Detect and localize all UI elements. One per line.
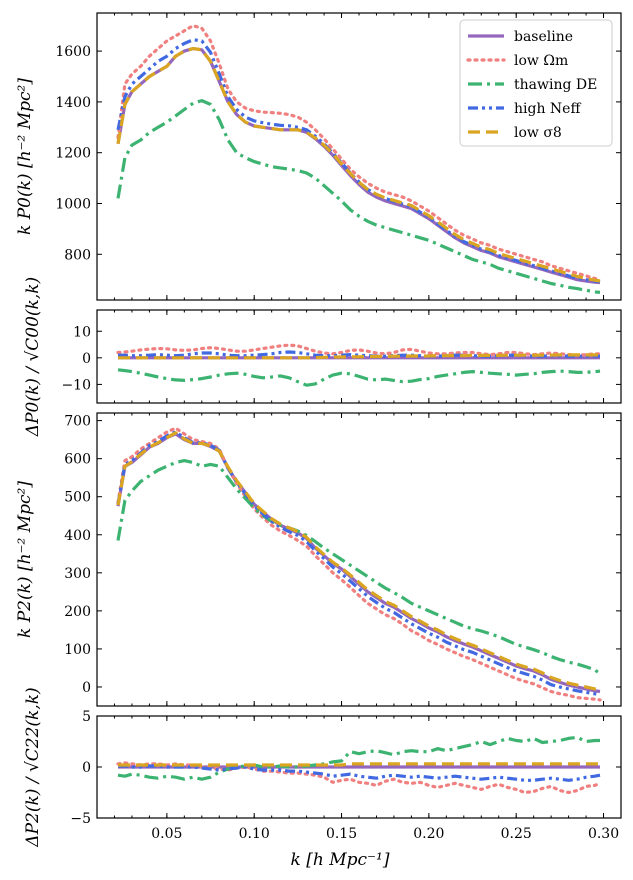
series-line-p0-high-neff <box>116 38 601 284</box>
legend-label: high Neff <box>514 101 581 117</box>
y-tick-label: 200 <box>64 604 91 620</box>
panel-dp2: 5 0 −5 ΔP2(k) / √C22(k,k) <box>23 687 622 848</box>
legend-label: baseline <box>514 29 573 45</box>
y-tick-label: 10 <box>73 324 91 340</box>
y-axis-title-p0: k P0(k) [h⁻² Mpc²] <box>15 78 35 235</box>
y-axis-title-p2: k P2(k) [h⁻² Mpc²] <box>15 481 35 638</box>
y-tick-label: 100 <box>64 642 91 658</box>
legend-box <box>459 19 613 147</box>
y-tick-label: 700 <box>64 414 91 430</box>
series-line-p2-high-neff <box>116 430 601 697</box>
y-tick-label: 500 <box>64 490 91 506</box>
series-line-dp0-thawing-de <box>117 368 601 387</box>
series-line-dp0-high-neff <box>118 350 600 358</box>
legend-label: thawing DE <box>514 77 597 93</box>
y-tick-label: 1400 <box>55 95 91 111</box>
x-axis-title: k [h Mpc⁻¹] <box>291 850 390 870</box>
legend-label: low σ8 <box>514 125 562 141</box>
series-line-dp2-low-σ8 <box>118 762 600 767</box>
y-tick-label: 1200 <box>55 146 91 162</box>
y-axis-title-dp0: ΔP0(k) / √C00(k,k) <box>23 277 43 437</box>
series-line-p0-low-σ8 <box>116 46 601 283</box>
y-tick-label: −5 <box>70 811 91 827</box>
y-tick-label: 400 <box>64 528 91 544</box>
y-tick-label: 0 <box>82 680 91 696</box>
legend-label: low Ωm <box>514 53 568 69</box>
y-axis-title-dp2: ΔP2(k) / √C22(k,k) <box>23 687 43 847</box>
y-tick-label: −10 <box>61 377 91 393</box>
x-tick-label: 0.10 <box>239 826 270 842</box>
panel-p2: 700 600 500 400 300 200 100 0 k P2(k) [h⁻² Mpc²] <box>15 412 622 707</box>
y-tick-label: 300 <box>64 566 91 582</box>
panel-p0: 800 1000 1200 1400 1600 k P0(k) [h⁻² Mpc²] <box>15 12 622 301</box>
y-tick-label: 0 <box>82 351 91 367</box>
x-tick-label: 0.30 <box>588 826 619 842</box>
y-tick-label: 1600 <box>55 44 91 60</box>
series-line-p2-low-ωm <box>116 426 602 702</box>
legend: baseline low Ωm thawing DE high Neff low σ8 <box>459 19 613 147</box>
axes-frame-p2 <box>96 412 622 707</box>
y-tick-label: 600 <box>64 452 91 468</box>
series-line-dp0-low-σ8 <box>118 353 600 360</box>
series-line-p0-low-ωm <box>116 24 602 282</box>
panel-dp0: 10 0 −10 ΔP0(k) / √C00(k,k) <box>23 277 622 437</box>
y-tick-label: 5 <box>82 709 91 725</box>
x-tick-label: 0.25 <box>501 826 532 842</box>
x-tick-labels: 0.05 0.10 0.15 0.20 0.25 0.30 <box>151 826 619 842</box>
y-tick-label: 800 <box>64 247 91 263</box>
x-tick-label: 0.20 <box>413 826 444 842</box>
series-line-p2-low-σ8 <box>116 431 601 692</box>
series-line-p0-thawing-de <box>116 98 601 294</box>
y-tick-label: 1000 <box>55 196 91 212</box>
y-tick-label: 0 <box>82 760 91 776</box>
series-line-dp2-thawing-de <box>117 735 600 781</box>
series-line-dp0-low-ωm <box>116 343 602 357</box>
series-line-p2-baseline <box>116 432 601 694</box>
x-tick-label: 0.15 <box>326 826 357 842</box>
x-tick-label: 0.05 <box>151 826 182 842</box>
series-line-p2-thawing-de <box>116 459 601 675</box>
series-line-dp2-high-neff <box>118 764 601 782</box>
